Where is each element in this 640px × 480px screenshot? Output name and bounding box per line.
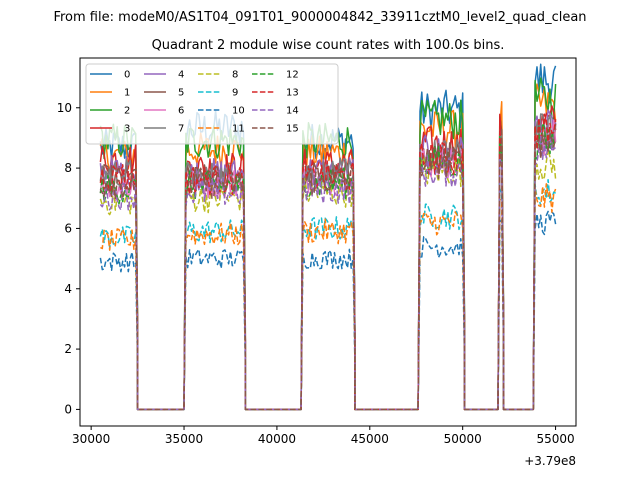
x-tick-label: 30000: [72, 432, 110, 446]
series-line-15: [99, 132, 557, 411]
x-axis: 30000 35000 40000 45000 50000 55000: [72, 426, 575, 446]
legend-label-11: 11: [232, 124, 245, 135]
y-tick-label: 2: [64, 342, 72, 356]
series-line-10: [99, 210, 557, 411]
series-layer: [99, 63, 557, 411]
y-tick-label: 10: [57, 101, 72, 115]
y-tick-label: 4: [64, 282, 72, 296]
series-line-9: [99, 178, 556, 411]
legend-label-6: 6: [178, 106, 184, 117]
legend-label-15: 15: [286, 124, 299, 135]
legend-label-5: 5: [178, 88, 184, 99]
legend-label-3: 3: [124, 124, 130, 135]
y-tick-label: 6: [64, 221, 72, 235]
legend-label-0: 0: [124, 70, 130, 81]
y-axis: 0 2 4 6 8 10: [57, 101, 80, 416]
legend-label-12: 12: [286, 70, 299, 81]
legend-label-1: 1: [124, 88, 130, 99]
y-tick-label: 8: [64, 161, 72, 175]
legend-label-7: 7: [178, 124, 184, 135]
x-tick-label: 35000: [165, 432, 203, 446]
legend-label-13: 13: [286, 88, 299, 99]
series-line-11: [100, 183, 557, 411]
legend-label-10: 10: [232, 106, 245, 117]
x-tick-label: 50000: [444, 432, 482, 446]
chart-title: Quadrant 2 module wise count rates with …: [152, 38, 505, 53]
series-line-14: [99, 135, 556, 411]
x-tick-label: 55000: [536, 432, 574, 446]
legend-label-9: 9: [232, 88, 238, 99]
legend-label-14: 14: [286, 106, 299, 117]
legend-box: [85, 63, 339, 145]
x-tick-label: 45000: [351, 432, 389, 446]
x-offset-label: +3.79e8: [524, 454, 576, 468]
y-tick-label: 0: [64, 402, 72, 416]
figure-suptitle: From file: modeM0/AS1T04_091T01_90000048…: [53, 10, 586, 25]
x-tick-label: 40000: [258, 432, 296, 446]
legend-label-8: 8: [232, 70, 238, 81]
plot-frame: [79, 57, 577, 427]
legend-label-4: 4: [178, 70, 184, 81]
legend-label-2: 2: [124, 106, 130, 117]
